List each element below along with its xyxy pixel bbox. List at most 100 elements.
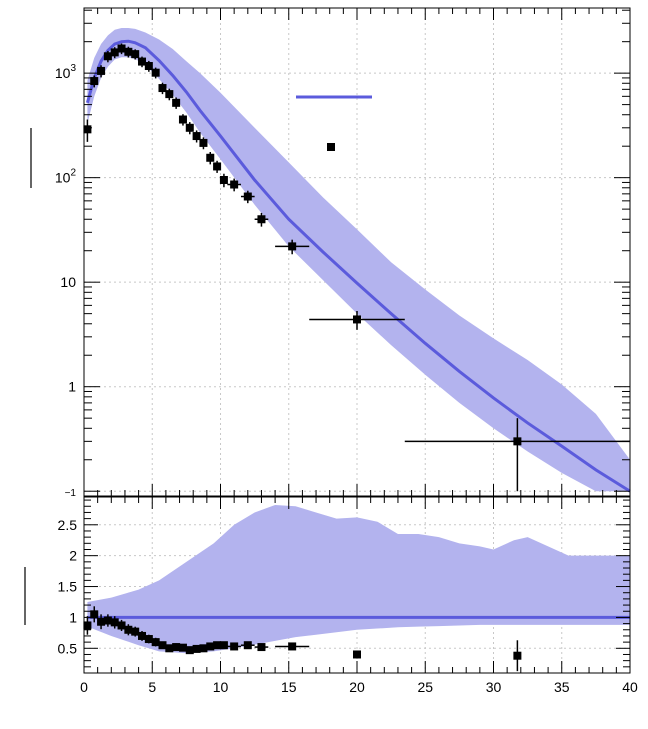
- x-tick-label: 30: [486, 679, 502, 695]
- ratio-point-marker: [230, 642, 239, 651]
- ratio-point-marker: [90, 610, 99, 619]
- ratio-point: [83, 616, 92, 635]
- data-point: [144, 60, 153, 72]
- top-y-axis-label: [30, 128, 32, 188]
- ratio-point: [513, 640, 522, 672]
- ratio-point: [227, 642, 241, 651]
- ratio-point: [158, 641, 167, 650]
- data-point: [131, 49, 140, 60]
- bottom-y-tick-label: 0.5: [58, 640, 78, 656]
- bottom-x-tick-labels: 0 5 10 15 20 25 30 35 40: [80, 679, 638, 695]
- data-point-marker: [513, 437, 522, 446]
- theory-curve: [85, 39, 631, 493]
- data-point-marker: [243, 192, 252, 201]
- data-point-marker: [110, 48, 119, 57]
- top-y-tick-base: 10: [60, 274, 76, 290]
- data-point: [151, 67, 160, 79]
- data-point-marker: [353, 315, 361, 324]
- data-point: [275, 239, 310, 255]
- ratio-point-marker: [131, 627, 140, 636]
- ratio-point: [254, 643, 269, 652]
- ratio-point: [172, 643, 181, 652]
- ratio-point-marker: [83, 621, 92, 630]
- top-ticks: [83, 8, 631, 496]
- ratio-point: [178, 643, 187, 652]
- top-y-tick-label: 103: [55, 63, 77, 81]
- ratio-point: [206, 642, 215, 651]
- x-tick-label: 5: [148, 679, 156, 695]
- top-theory-band: [87, 28, 631, 492]
- ratio-point-marker: [199, 644, 208, 653]
- ratio-point-marker: [97, 617, 106, 626]
- data-point-marker: [257, 215, 266, 224]
- data-point-marker: [103, 52, 112, 61]
- x-tick-label: 25: [417, 679, 433, 695]
- data-point-marker: [185, 123, 194, 132]
- data-point-marker: [158, 84, 167, 93]
- data-point: [110, 47, 119, 59]
- top-y-tick-base: 10: [55, 65, 71, 81]
- data-point: [185, 122, 194, 135]
- ratio-point-marker: [513, 651, 522, 660]
- bottom-y-tick-labels: 0.5 1 1.5 2 2.5: [58, 517, 78, 657]
- data-point-marker: [144, 62, 153, 71]
- ratio-point-marker: [353, 650, 361, 659]
- data-point: [192, 130, 201, 143]
- data-point: [172, 97, 181, 109]
- data-point: [138, 56, 147, 68]
- ratio-point: [240, 641, 255, 650]
- data-point-marker: [206, 153, 215, 162]
- data-point: [165, 88, 174, 101]
- ratio-point-marker: [110, 618, 119, 627]
- data-point-marker: [83, 125, 92, 134]
- x-tick-label: 15: [281, 679, 297, 695]
- data-point: [199, 137, 208, 150]
- top-y-tick-label: 10: [60, 274, 76, 290]
- data-point: [103, 50, 112, 63]
- data-point: [97, 65, 106, 78]
- ratio-point-marker: [165, 644, 174, 653]
- ratio-point: [275, 642, 310, 651]
- data-point: [227, 178, 241, 192]
- ratio-point-marker: [117, 621, 126, 630]
- ratio-point: [124, 624, 133, 636]
- ratio-point: [144, 634, 153, 644]
- ratio-point: [90, 606, 99, 623]
- ratio-point-marker: [213, 641, 222, 650]
- ratio-point: [97, 614, 106, 630]
- ratio-point: [192, 644, 201, 653]
- ratio-point: [138, 631, 147, 641]
- data-point-marker: [131, 50, 140, 59]
- data-point-marker: [97, 66, 106, 75]
- ratio-point-marker: [138, 631, 147, 640]
- ratio-point-marker: [144, 635, 153, 644]
- legend-data-marker: [327, 143, 335, 151]
- bottom-y-tick-label: 1.5: [58, 579, 78, 595]
- ratio-point: [165, 644, 174, 653]
- ratio-point-marker: [172, 643, 181, 652]
- x-tick-label: 40: [622, 679, 638, 695]
- data-point-marker: [288, 242, 297, 251]
- data-point-marker: [117, 44, 126, 53]
- data-point: [254, 212, 269, 227]
- ratio-point: [213, 641, 222, 650]
- ratio-point-marker: [178, 643, 187, 652]
- ratio-point: [353, 650, 361, 659]
- top-y-tick-label: 102: [55, 168, 77, 186]
- ratio-point-marker: [103, 616, 112, 625]
- data-point-marker: [219, 175, 228, 184]
- legend: [296, 95, 372, 151]
- data-point: [404, 418, 630, 492]
- data-point: [240, 190, 255, 204]
- ratio-point-marker: [288, 642, 297, 651]
- data-point-marker: [165, 90, 174, 99]
- data-point-marker: [199, 138, 208, 147]
- data-point-marker: [230, 180, 239, 189]
- ratio-point-marker: [243, 641, 252, 650]
- ratio-point: [151, 637, 160, 647]
- x-tick-label: 0: [80, 679, 88, 695]
- data-point-marker: [151, 68, 160, 77]
